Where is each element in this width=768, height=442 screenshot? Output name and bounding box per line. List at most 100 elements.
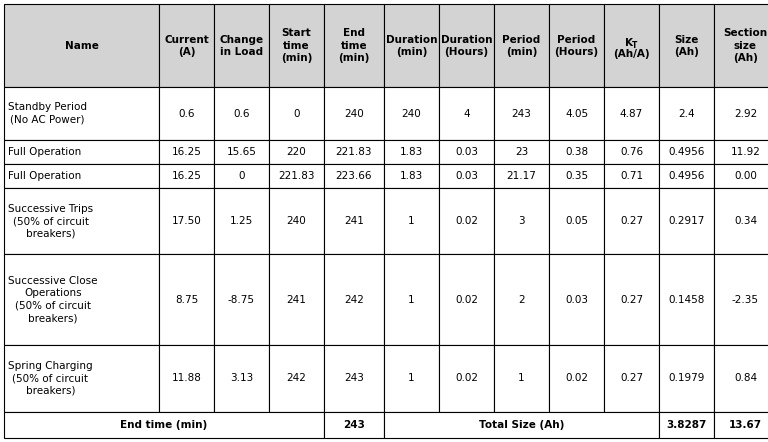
Text: 4.05: 4.05 xyxy=(565,109,588,119)
Bar xyxy=(324,4,384,88)
Bar xyxy=(494,4,549,88)
Bar xyxy=(714,187,768,255)
Text: 0.1979: 0.1979 xyxy=(668,373,705,383)
Bar xyxy=(604,187,659,255)
Text: 221.83: 221.83 xyxy=(278,171,315,181)
Text: 3.8287: 3.8287 xyxy=(667,420,707,430)
Text: Period
(min): Period (min) xyxy=(502,34,541,57)
Bar xyxy=(214,164,269,187)
Bar xyxy=(324,88,384,140)
Text: 243: 243 xyxy=(511,109,531,119)
Text: 16.25: 16.25 xyxy=(171,147,201,157)
Bar xyxy=(159,345,214,412)
Text: End time (min): End time (min) xyxy=(121,420,207,430)
Text: 8.75: 8.75 xyxy=(175,295,198,305)
Bar xyxy=(269,164,324,187)
Text: 4: 4 xyxy=(463,109,470,119)
Text: Duration
(min): Duration (min) xyxy=(386,34,437,57)
Text: 1: 1 xyxy=(408,373,415,383)
Bar xyxy=(214,345,269,412)
Text: 0.6: 0.6 xyxy=(178,109,195,119)
Text: 0.34: 0.34 xyxy=(734,216,757,226)
Bar xyxy=(604,164,659,187)
Bar xyxy=(604,345,659,412)
Text: 0.84: 0.84 xyxy=(734,373,757,383)
Text: 0.4956: 0.4956 xyxy=(668,171,705,181)
Bar xyxy=(269,187,324,255)
Bar xyxy=(714,88,768,140)
Bar xyxy=(159,88,214,140)
Text: 0.00: 0.00 xyxy=(734,171,757,181)
Text: 3.13: 3.13 xyxy=(230,373,253,383)
Text: Duration
(Hours): Duration (Hours) xyxy=(441,34,492,57)
Text: 0.1458: 0.1458 xyxy=(668,295,705,305)
Bar xyxy=(714,412,768,438)
Text: 0.02: 0.02 xyxy=(455,216,478,226)
Bar xyxy=(384,164,439,187)
Bar xyxy=(714,164,768,187)
Text: Name: Name xyxy=(65,41,98,51)
Bar xyxy=(439,187,494,255)
Text: Period
(Hours): Period (Hours) xyxy=(554,34,598,57)
Text: Standby Period
(No AC Power): Standby Period (No AC Power) xyxy=(8,103,87,125)
Bar xyxy=(4,140,159,164)
Bar xyxy=(494,140,549,164)
Bar xyxy=(4,4,159,88)
Text: 21.17: 21.17 xyxy=(507,171,536,181)
Text: 0.35: 0.35 xyxy=(565,171,588,181)
Text: Section
size
(Ah): Section size (Ah) xyxy=(723,28,767,63)
Bar xyxy=(269,255,324,345)
Text: 220: 220 xyxy=(286,147,306,157)
Text: 2.4: 2.4 xyxy=(678,109,695,119)
Text: 242: 242 xyxy=(344,295,364,305)
Text: 0.2917: 0.2917 xyxy=(668,216,705,226)
Bar xyxy=(659,4,714,88)
Bar xyxy=(549,255,604,345)
Text: 0.02: 0.02 xyxy=(565,373,588,383)
Text: 0.27: 0.27 xyxy=(620,216,643,226)
Text: 0.6: 0.6 xyxy=(233,109,250,119)
Bar xyxy=(324,140,384,164)
Text: 0: 0 xyxy=(238,171,245,181)
Text: 1.83: 1.83 xyxy=(400,171,423,181)
Text: 1.25: 1.25 xyxy=(230,216,253,226)
Bar xyxy=(604,140,659,164)
Text: 243: 243 xyxy=(344,373,364,383)
Bar xyxy=(384,140,439,164)
Bar xyxy=(384,4,439,88)
Bar xyxy=(4,255,159,345)
Bar xyxy=(439,255,494,345)
Bar xyxy=(4,412,324,438)
Text: Start
time
(min): Start time (min) xyxy=(281,28,312,63)
Bar xyxy=(714,4,768,88)
Text: Full Operation: Full Operation xyxy=(8,171,81,181)
Bar xyxy=(384,187,439,255)
Bar xyxy=(439,164,494,187)
Bar xyxy=(384,255,439,345)
Text: 243: 243 xyxy=(343,420,365,430)
Bar xyxy=(384,412,659,438)
Bar xyxy=(384,345,439,412)
Text: 11.88: 11.88 xyxy=(171,373,201,383)
Text: 0.27: 0.27 xyxy=(620,373,643,383)
Bar xyxy=(159,164,214,187)
Bar xyxy=(659,88,714,140)
Text: End
time
(min): End time (min) xyxy=(339,28,369,63)
Text: 0.76: 0.76 xyxy=(620,147,643,157)
Bar xyxy=(549,88,604,140)
Bar xyxy=(324,255,384,345)
Bar xyxy=(214,255,269,345)
Text: Successive Trips
(50% of circuit
breakers): Successive Trips (50% of circuit breaker… xyxy=(8,204,93,238)
Text: 3: 3 xyxy=(518,216,525,226)
Text: Size
(Ah): Size (Ah) xyxy=(674,34,699,57)
Bar xyxy=(659,255,714,345)
Bar xyxy=(439,4,494,88)
Bar xyxy=(269,345,324,412)
Bar xyxy=(269,140,324,164)
Bar xyxy=(659,164,714,187)
Text: 1: 1 xyxy=(408,295,415,305)
Text: Successive Close
Operations
(50% of circuit
breakers): Successive Close Operations (50% of circ… xyxy=(8,276,98,323)
Text: 221.83: 221.83 xyxy=(336,147,372,157)
Text: 240: 240 xyxy=(344,109,364,119)
Text: -8.75: -8.75 xyxy=(228,295,255,305)
